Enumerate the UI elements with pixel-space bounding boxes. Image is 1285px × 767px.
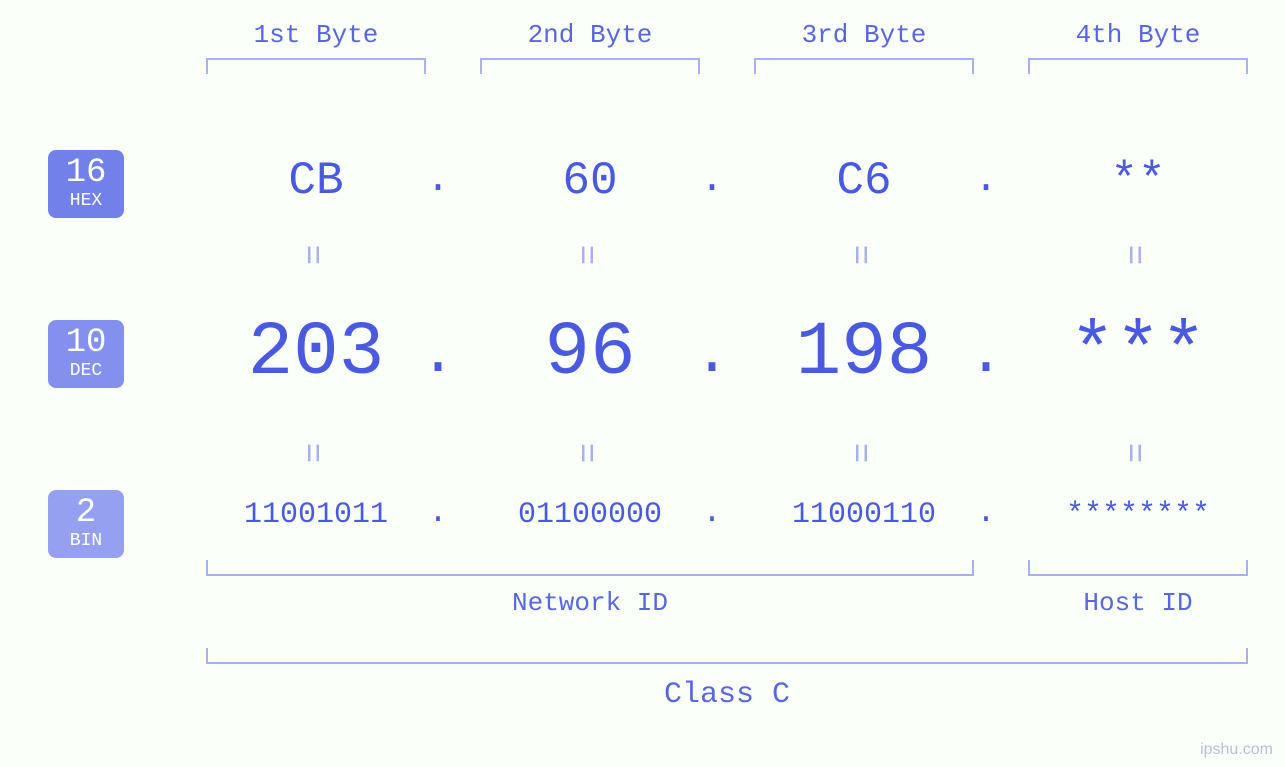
byte-header-4: 4th Byte <box>1018 20 1258 50</box>
bin-byte-2: 01100000 <box>470 498 710 532</box>
network-label: Network ID <box>206 588 974 618</box>
base-badge-hex: 16 HEX <box>48 150 124 218</box>
hex-dot-3: . <box>966 158 1006 203</box>
eq-dec-bin-4: = <box>1113 443 1151 463</box>
eq-hex-dec-4: = <box>1113 245 1151 265</box>
dec-byte-1: 203 <box>196 310 436 396</box>
byte-header-2: 2nd Byte <box>470 20 710 50</box>
eq-hex-dec-1: = <box>291 245 329 265</box>
host-bracket <box>1028 560 1248 576</box>
hex-dot-1: . <box>418 158 458 203</box>
top-bracket-1 <box>206 58 426 74</box>
eq-dec-bin-1: = <box>291 443 329 463</box>
bin-dot-1: . <box>418 494 458 531</box>
bin-byte-3: 11000110 <box>744 498 984 532</box>
bin-dot-2: . <box>692 494 732 531</box>
eq-dec-bin-3: = <box>839 443 877 463</box>
bin-byte-4: ******** <box>1018 498 1258 532</box>
eq-hex-dec-2: = <box>565 245 603 265</box>
bin-byte-1: 11001011 <box>196 498 436 532</box>
byte-header-3: 3rd Byte <box>744 20 984 50</box>
dec-byte-3: 198 <box>744 310 984 396</box>
class-bracket <box>206 648 1248 664</box>
base-badge-dec: 10 DEC <box>48 320 124 388</box>
network-bracket <box>206 560 974 576</box>
base-badge-hex-label: HEX <box>48 192 124 210</box>
top-bracket-2 <box>480 58 700 74</box>
dec-byte-4: *** <box>1018 310 1258 396</box>
dec-dot-2: . <box>692 322 732 390</box>
byte-header-1: 1st Byte <box>196 20 436 50</box>
hex-byte-3: C6 <box>744 155 984 207</box>
host-label: Host ID <box>1018 588 1258 618</box>
eq-hex-dec-3: = <box>839 245 877 265</box>
base-badge-bin-label: BIN <box>48 532 124 550</box>
base-badge-bin: 2 BIN <box>48 490 124 558</box>
hex-byte-4: ** <box>1018 155 1258 207</box>
base-badge-dec-label: DEC <box>48 362 124 380</box>
bin-dot-3: . <box>966 494 1006 531</box>
base-badge-bin-num: 2 <box>48 496 124 530</box>
hex-byte-1: CB <box>196 155 436 207</box>
hex-dot-2: . <box>692 158 732 203</box>
dec-byte-2: 96 <box>470 310 710 396</box>
dec-dot-1: . <box>418 322 458 390</box>
watermark: ipshu.com <box>1200 741 1273 759</box>
base-badge-dec-num: 10 <box>48 326 124 360</box>
eq-dec-bin-2: = <box>565 443 603 463</box>
hex-byte-2: 60 <box>470 155 710 207</box>
class-label: Class C <box>196 678 1258 712</box>
top-bracket-3 <box>754 58 974 74</box>
top-bracket-4 <box>1028 58 1248 74</box>
dec-dot-3: . <box>966 322 1006 390</box>
base-badge-hex-num: 16 <box>48 156 124 190</box>
